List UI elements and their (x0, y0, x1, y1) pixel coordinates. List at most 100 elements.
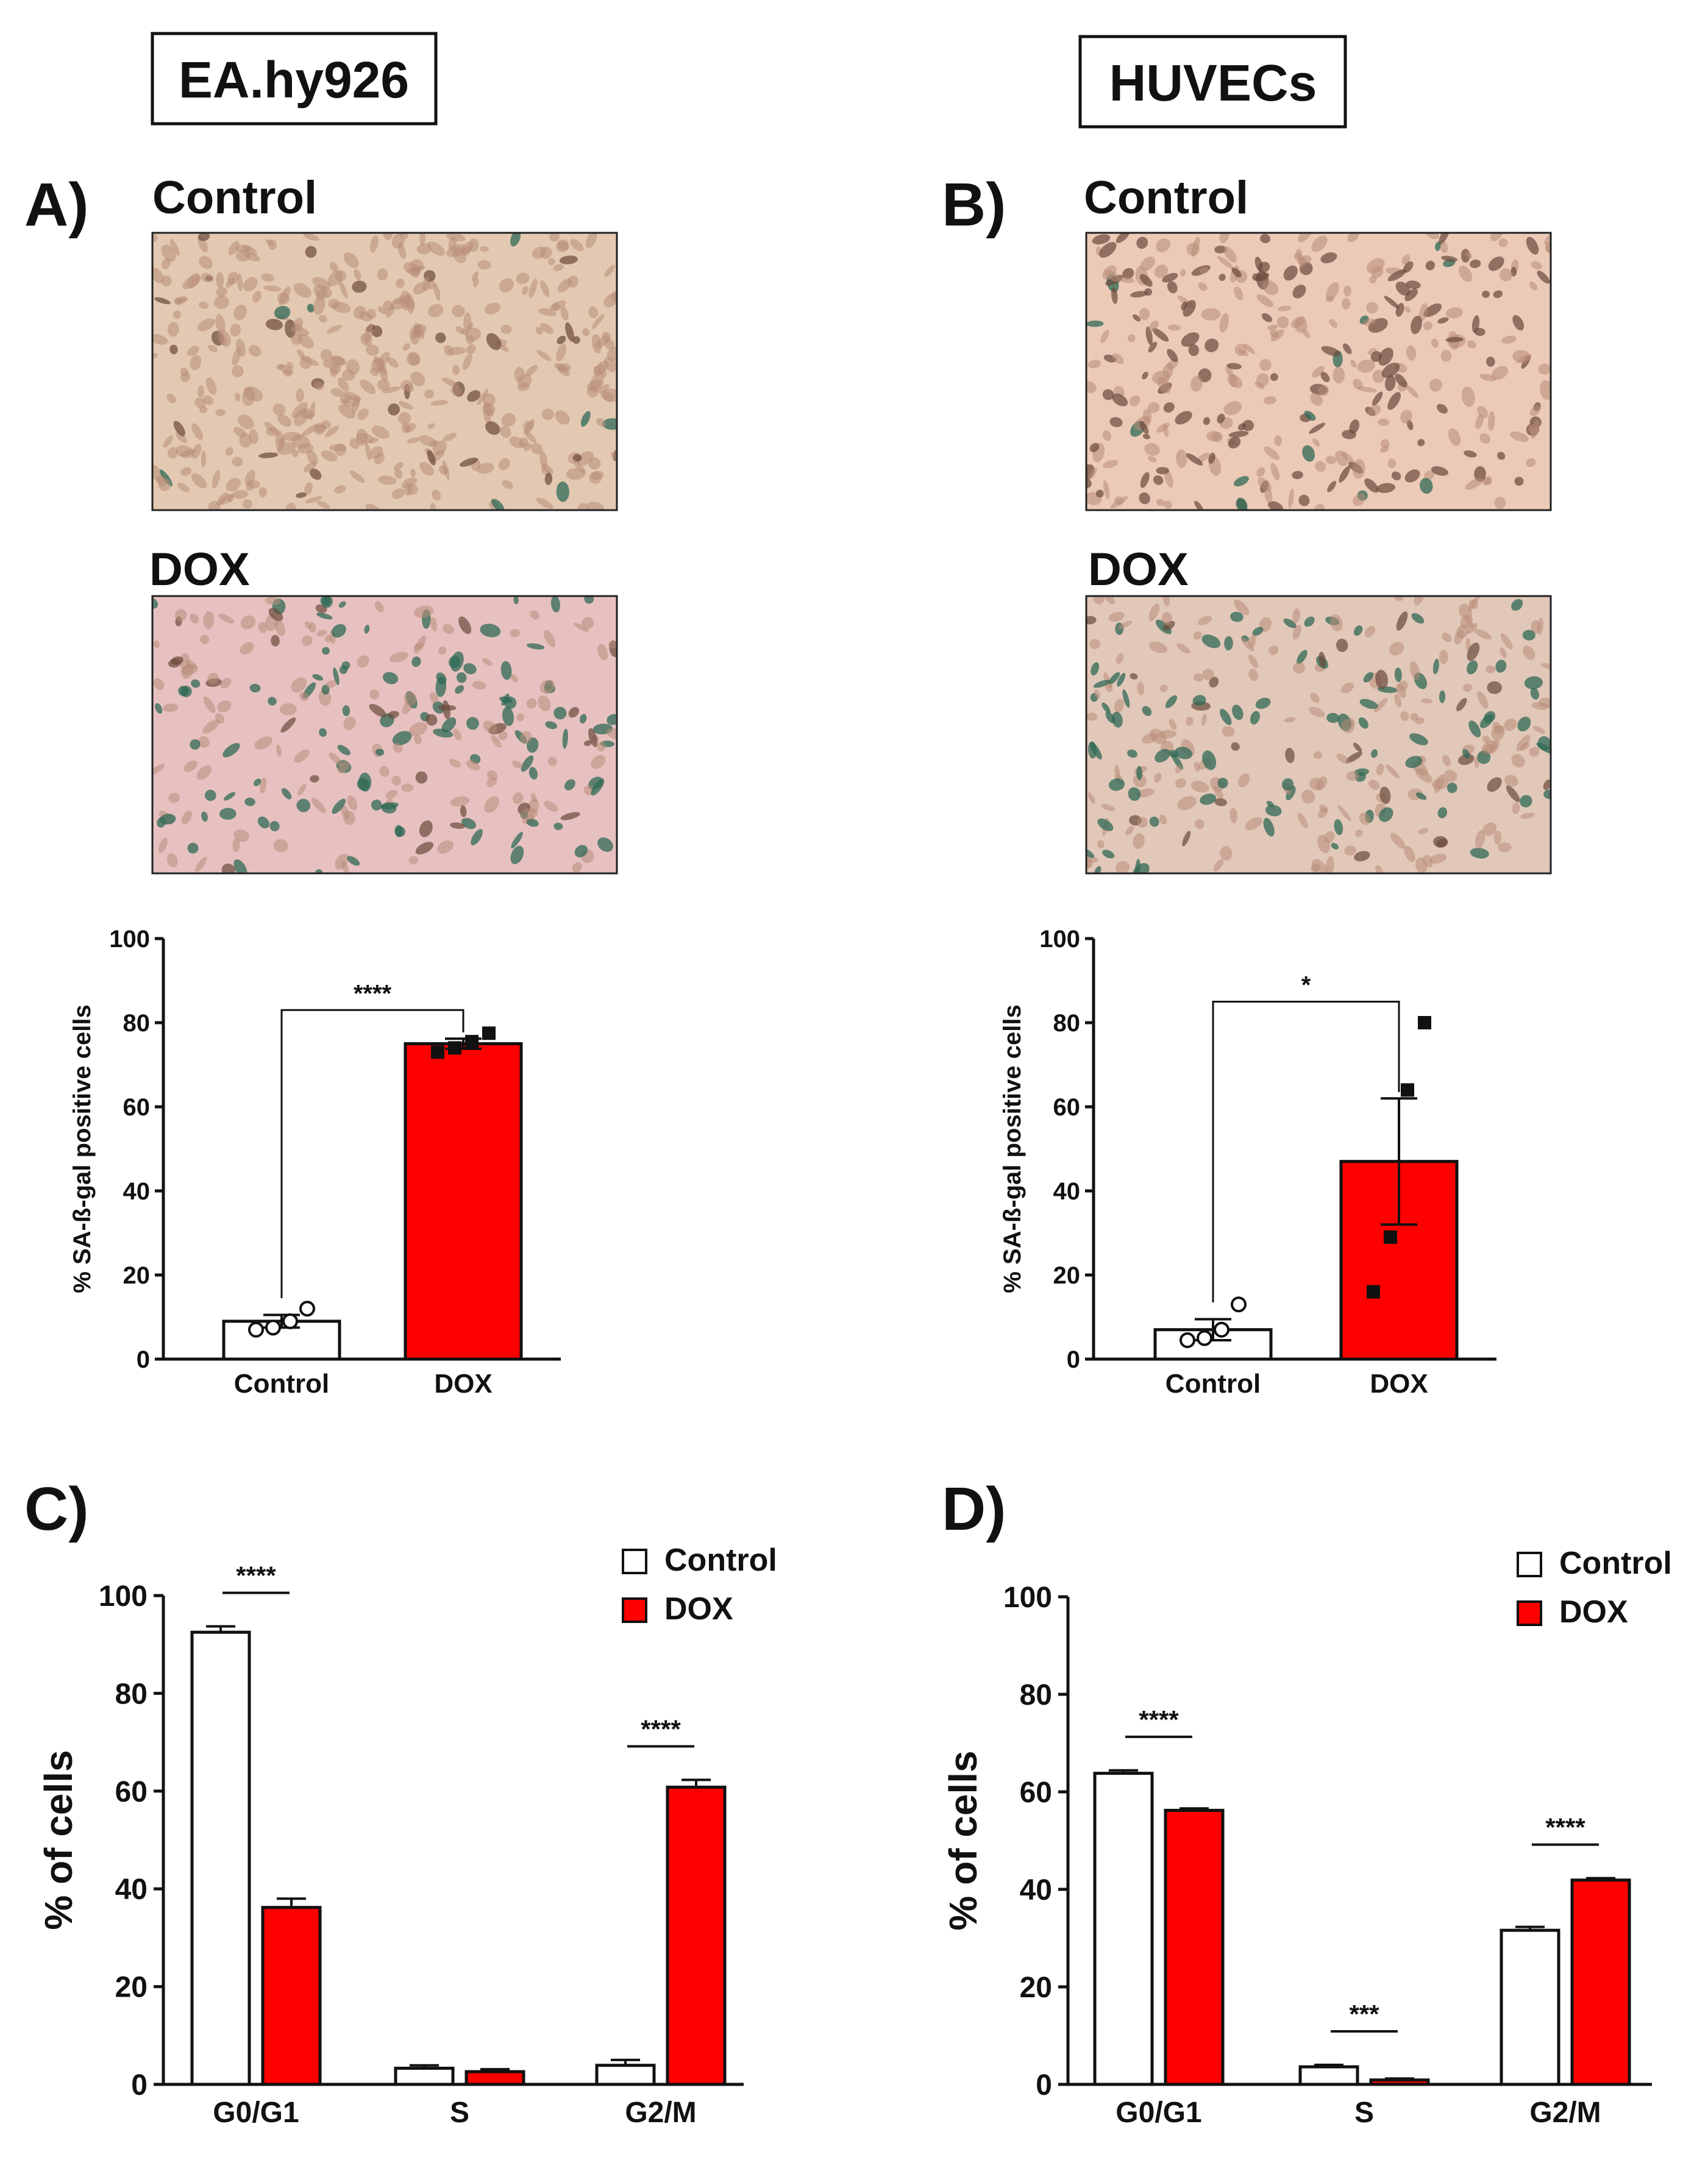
cell (526, 698, 537, 709)
cell (1142, 706, 1152, 716)
cell (1297, 812, 1308, 829)
cell (154, 297, 171, 305)
cell (265, 597, 281, 605)
cell (364, 625, 370, 634)
cell (1292, 624, 1301, 640)
cell (1103, 460, 1119, 469)
cell (1474, 466, 1486, 482)
cell (1517, 716, 1531, 732)
cell (1117, 673, 1126, 687)
cell (1329, 319, 1338, 328)
cell (1162, 272, 1178, 283)
cell (510, 674, 518, 683)
bar-dox-g0-g1 (1164, 1808, 1225, 2086)
cell (1487, 411, 1495, 431)
cell (1364, 478, 1379, 493)
legend-swatch-control (622, 1549, 647, 1574)
cell (1214, 245, 1227, 254)
cell (557, 241, 569, 250)
cell (410, 371, 425, 386)
cell (1318, 652, 1326, 668)
cell (556, 481, 569, 502)
cell (1403, 261, 1414, 273)
cell (1514, 477, 1524, 486)
cell (360, 379, 376, 394)
cell (555, 410, 570, 425)
cell (268, 697, 277, 706)
cell (460, 457, 479, 467)
cell (258, 452, 279, 458)
significance-label: *** (1349, 2000, 1379, 2028)
cell (1411, 613, 1425, 624)
cell (337, 761, 350, 773)
cell (1292, 285, 1306, 299)
ea-control-caption: Control (152, 172, 317, 224)
cell (1347, 233, 1359, 243)
cell (560, 812, 580, 820)
cell (1376, 763, 1384, 776)
cell (463, 312, 472, 332)
bar-dox-g2-m (1570, 1878, 1631, 2086)
cell (1122, 689, 1130, 708)
cell (597, 741, 606, 752)
cell (1250, 711, 1260, 725)
cell (416, 243, 432, 255)
cell (1293, 253, 1303, 261)
cell (500, 324, 512, 335)
cell (208, 344, 218, 352)
cell (514, 367, 525, 382)
cell (1333, 366, 1345, 384)
cell (305, 496, 322, 503)
cell (414, 735, 422, 745)
cell (1429, 378, 1442, 392)
significance-label: **** (1139, 1705, 1179, 1734)
cell (1461, 386, 1475, 407)
cell (1310, 392, 1323, 406)
cell (190, 355, 202, 371)
cell (556, 343, 567, 362)
cell (236, 338, 246, 357)
cell (1405, 756, 1423, 769)
cell (1217, 255, 1234, 269)
cell (526, 643, 545, 650)
legend-swatch-dox (1517, 1600, 1542, 1626)
cell (1112, 353, 1124, 364)
cell (1100, 330, 1109, 344)
cell (341, 804, 350, 819)
cell (322, 360, 332, 368)
cell (1474, 629, 1492, 640)
cell (486, 333, 502, 350)
cell (438, 646, 447, 655)
cell (1162, 612, 1172, 625)
cell (1140, 472, 1150, 488)
cell (1231, 268, 1242, 278)
cell (1175, 747, 1193, 759)
cell (1188, 344, 1200, 357)
cell (257, 816, 269, 829)
cell (520, 731, 532, 744)
micrograph-cells (152, 596, 617, 873)
cell (1329, 614, 1343, 631)
cell (177, 482, 190, 492)
bar-dox (404, 1042, 523, 1361)
cell (389, 652, 408, 662)
cell (1370, 351, 1382, 362)
cell (1202, 750, 1217, 770)
cell (1190, 375, 1203, 392)
cell (422, 277, 430, 292)
cell (501, 693, 510, 706)
cell (476, 463, 494, 474)
cell (1512, 802, 1520, 814)
cell (1108, 672, 1120, 685)
cell (1497, 452, 1506, 460)
x-tick-label: G0/G1 (1116, 2097, 1201, 2129)
cell (1439, 233, 1450, 245)
cell (161, 244, 176, 262)
cell (449, 759, 461, 768)
cell (394, 469, 403, 479)
bar-control-s (1298, 2065, 1359, 2086)
cell (466, 344, 476, 355)
cell (173, 421, 185, 436)
ea-control-micrograph (151, 232, 618, 511)
cell (180, 467, 192, 476)
